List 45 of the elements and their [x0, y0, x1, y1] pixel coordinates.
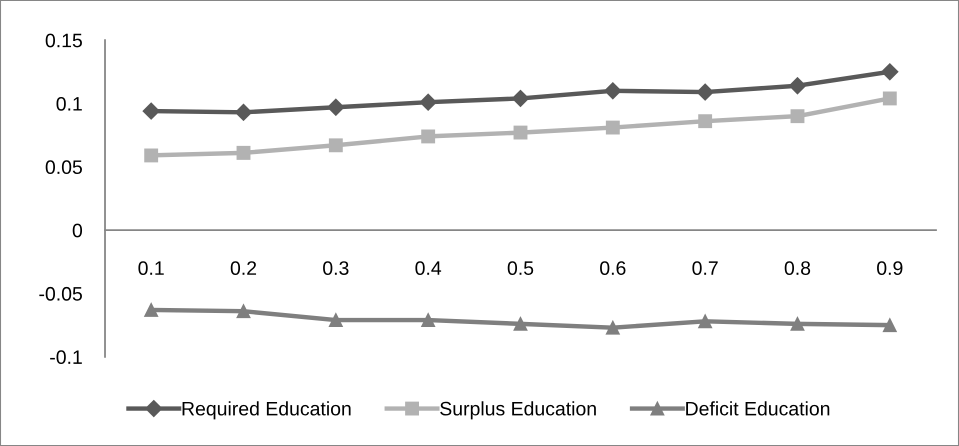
point	[512, 90, 530, 107]
y-tick-label: 0	[72, 224, 82, 238]
legend-label: Required Education	[182, 401, 351, 420]
x-tick-label: 0.8	[784, 261, 810, 275]
point	[328, 138, 343, 152]
x-tick-label: 0.3	[323, 261, 348, 275]
legend-label: Deficit Education	[686, 401, 830, 416]
y-tick-label: 0.15	[46, 34, 82, 48]
point	[696, 84, 714, 101]
point	[606, 320, 620, 335]
point	[790, 109, 804, 124]
x-tick-label: 0.5	[508, 261, 534, 275]
point	[234, 104, 252, 121]
x-tick-label: 0.9	[877, 261, 902, 275]
point	[420, 94, 437, 111]
point	[142, 102, 160, 120]
point	[788, 77, 806, 94]
x-tick-label: 0.7	[692, 261, 718, 275]
point	[236, 146, 250, 160]
point	[514, 316, 528, 331]
point	[144, 148, 158, 162]
point	[882, 318, 897, 332]
point	[327, 98, 344, 116]
point	[698, 314, 712, 328]
x-tick-label: 0.2	[230, 261, 256, 275]
x-tick-label: 0.6	[600, 261, 626, 275]
point	[790, 316, 804, 331]
point	[144, 302, 158, 317]
point	[606, 120, 620, 134]
legend-label: Surplus Education	[440, 401, 596, 420]
y-tick-label: -0.1	[50, 350, 82, 364]
point	[882, 91, 897, 106]
point	[421, 313, 436, 328]
point	[421, 129, 436, 144]
point	[604, 82, 622, 100]
point	[236, 304, 250, 318]
x-tick-label: 0.4	[415, 261, 442, 275]
y-tick-label: 0.05	[46, 160, 82, 174]
point	[698, 114, 712, 128]
y-tick-label: -0.05	[39, 286, 82, 301]
y-tick-label: 0.1	[56, 96, 82, 111]
x-tick-label: 0.1	[138, 261, 164, 275]
point	[881, 63, 898, 80]
point	[328, 313, 343, 328]
point	[514, 126, 528, 140]
